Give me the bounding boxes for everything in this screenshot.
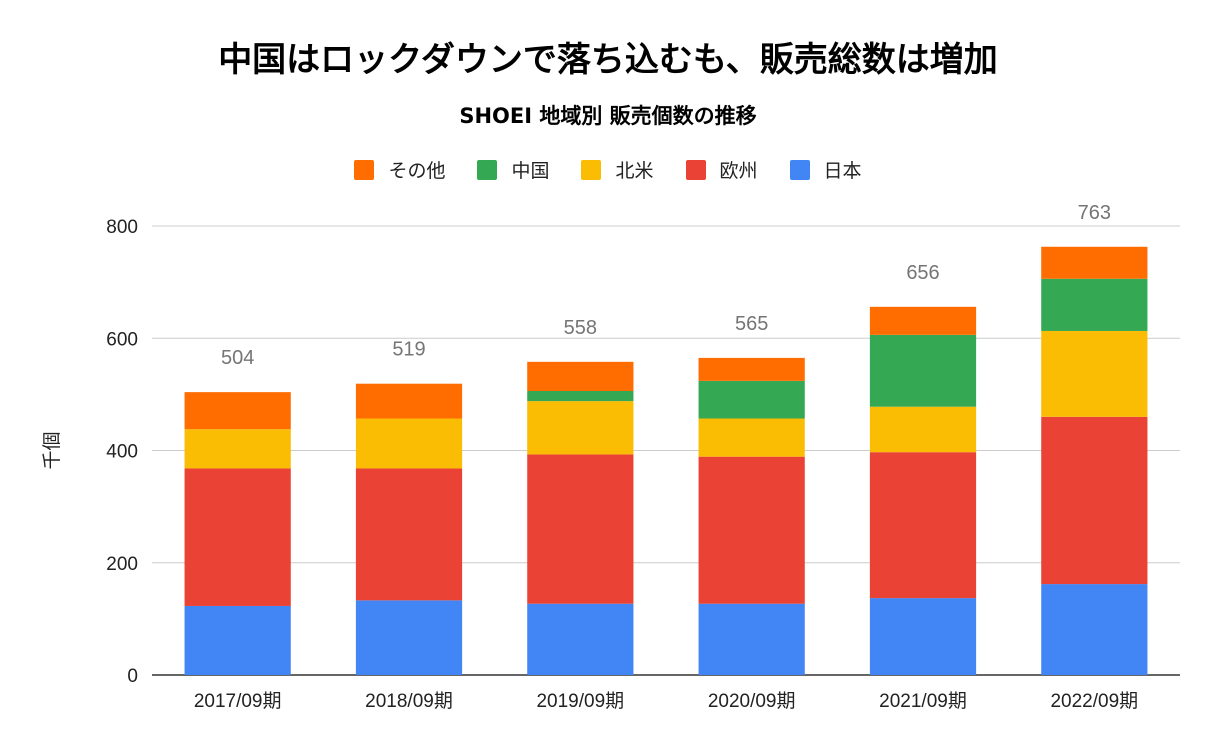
bar-group-2022/09期 [1041,246,1148,675]
legend-item: 北米 [581,156,654,183]
bar-segment-その他 [869,306,977,335]
legend-label: 欧州 [719,160,758,182]
x-tick-label: 2021/09期 [879,690,967,712]
bar-segment-欧州 [184,468,291,606]
bar-segment-その他 [527,361,634,392]
bar-segment-北米 [698,418,805,457]
bar-segment-日本 [527,603,634,675]
x-tick-label: 2019/09期 [536,690,624,712]
bar-segment-欧州 [869,452,977,599]
bar-segment-その他 [355,383,463,419]
x-tick-label: 2020/09期 [708,690,796,712]
bar-group-2018/09期 [355,383,463,675]
bar-segment-日本 [869,598,977,675]
bar-segment-中国 [869,334,977,407]
bar-segment-欧州 [527,454,634,604]
bar-segment-欧州 [1041,416,1148,585]
legend-swatch [685,159,706,180]
bar-segment-中国 [698,380,805,419]
total-label: 565 [735,313,768,335]
total-label: 763 [1078,202,1111,224]
bar-segment-北米 [355,418,463,469]
bar-segment-北米 [869,406,977,453]
y-tick-label: 400 [106,442,138,463]
bar-segment-その他 [698,357,805,381]
bar-segment-北米 [527,401,634,455]
legend-label: 中国 [511,160,550,182]
x-tick-label: 2017/09期 [194,690,282,712]
legend: その他 中国 北米 欧州 日本 [0,156,1216,183]
bar-group-2017/09期 [184,392,291,675]
legend-swatch [477,159,498,180]
legend-label: 北米 [615,160,654,182]
bar-segment-日本 [184,605,291,675]
legend-swatch [789,159,810,180]
legend-label: 日本 [823,160,862,182]
legend-item: 欧州 [685,156,758,183]
y-axis-label: 千個 [41,431,63,469]
y-tick-label: 0 [127,666,138,687]
bar-group-2021/09期 [869,306,977,675]
x-tick-label: 2018/09期 [365,690,453,712]
bar-segment-北米 [1041,330,1148,417]
legend-item: 日本 [789,156,862,183]
total-label: 558 [564,317,597,339]
bar-segment-欧州 [355,468,463,601]
legend-swatch [581,159,602,180]
total-label: 656 [906,262,939,284]
y-tick-label: 200 [106,554,138,575]
total-label: 504 [221,347,254,369]
bar-segment-日本 [1041,584,1148,675]
legend-item: その他 [354,156,445,183]
bar-segment-その他 [1041,246,1148,279]
chart-title: 中国はロックダウンで落ち込むも、販売総数は増加 [218,40,998,80]
legend-item: 中国 [477,156,549,183]
bar-group-2020/09期 [698,357,805,675]
bar-segment-欧州 [698,456,805,604]
bar-segment-日本 [355,600,463,675]
x-tick-label: 2022/09期 [1050,690,1138,712]
bar-segment-その他 [184,392,291,430]
total-label: 519 [392,339,425,361]
bar-segment-北米 [184,429,291,469]
bar-segment-中国 [1041,278,1148,331]
bar-segment-中国 [527,391,634,402]
legend-label: その他 [388,160,446,182]
bar-segment-日本 [698,603,805,675]
legend-swatch [354,159,375,180]
chart-subtitle: SHOEI 地域別 販売個数の推移 [459,104,757,128]
y-tick-label: 600 [106,329,138,350]
bar-group-2019/09期 [527,361,634,675]
y-tick-label: 800 [106,217,138,238]
